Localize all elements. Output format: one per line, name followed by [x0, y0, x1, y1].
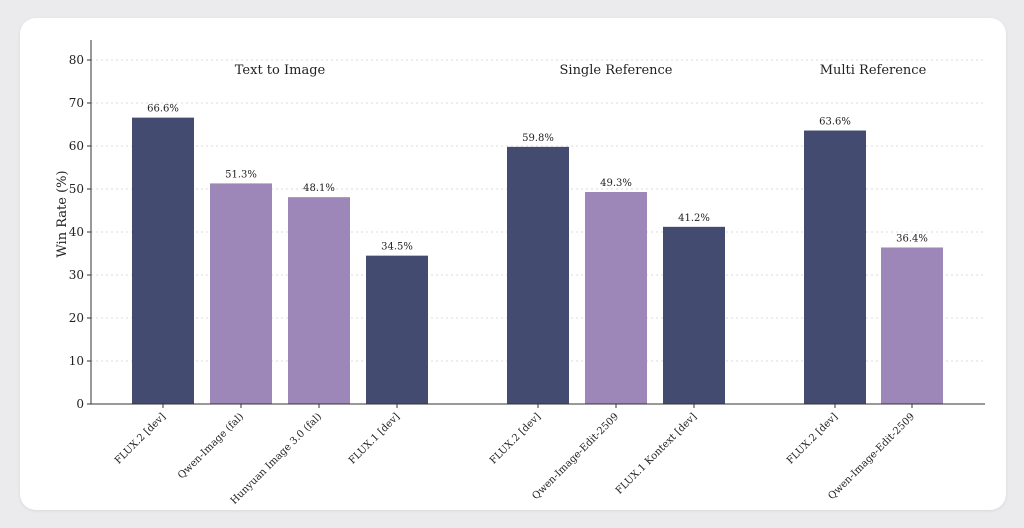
bar — [210, 183, 272, 404]
group-title: Text to Image — [235, 63, 326, 78]
bar-value-label: 41.2% — [678, 213, 710, 224]
y-tick-label: 50 — [69, 182, 84, 196]
y-tick-label: 60 — [69, 139, 84, 153]
bar-value-label: 59.8% — [522, 133, 554, 144]
bar-value-label: 48.1% — [303, 183, 335, 194]
bar-value-label: 63.6% — [819, 117, 851, 128]
x-tick-label: FLUX.1 [dev] — [347, 411, 402, 466]
bar-value-label: 51.3% — [225, 169, 257, 180]
bar — [585, 192, 647, 404]
bar-value-label: 34.5% — [381, 242, 413, 253]
x-tick-label: FLUX.2 [dev] — [113, 411, 168, 466]
bar — [507, 146, 569, 405]
bar — [804, 130, 866, 404]
x-tick-label: Qwen-Image-Edit-2509 — [826, 411, 917, 502]
bar — [366, 255, 428, 404]
y-axis-title: Win Rate (%) — [55, 170, 70, 257]
x-tick-label: Hunyuan Image 3.0 (fal) — [229, 411, 324, 506]
x-tick-label: FLUX.2 [dev] — [488, 411, 543, 466]
y-tick-label: 0 — [76, 397, 84, 411]
y-tick-label: 10 — [69, 354, 84, 368]
x-tick-label: Qwen-Image-Edit-2509 — [530, 411, 621, 502]
x-tick-label: FLUX.2 [dev] — [785, 411, 840, 466]
bar — [663, 226, 725, 404]
y-tick-label: 80 — [69, 53, 84, 67]
bar-value-label: 66.6% — [147, 104, 179, 115]
axes — [87, 40, 985, 408]
y-tick-label: 20 — [69, 311, 84, 325]
bars — [132, 117, 943, 405]
x-tick-label: FLUX.1 Kontext [dev] — [614, 411, 699, 496]
labels: 0 10 20 30 40 50 60 70 80 Text to Image 66.6% FLUX.… — [69, 53, 928, 507]
bar — [288, 197, 350, 404]
bar-value-label: 49.3% — [600, 178, 632, 189]
group-title: Single Reference — [560, 63, 673, 78]
bar — [132, 117, 194, 405]
y-tick-label: 70 — [69, 96, 84, 110]
bar-value-label: 36.4% — [896, 233, 928, 244]
bar — [881, 247, 943, 404]
y-tick-label: 40 — [69, 225, 84, 239]
x-tick-label: Qwen-Image (fal) — [176, 411, 246, 481]
group-title: Multi Reference — [820, 63, 927, 78]
y-tick-label: 30 — [69, 268, 84, 282]
